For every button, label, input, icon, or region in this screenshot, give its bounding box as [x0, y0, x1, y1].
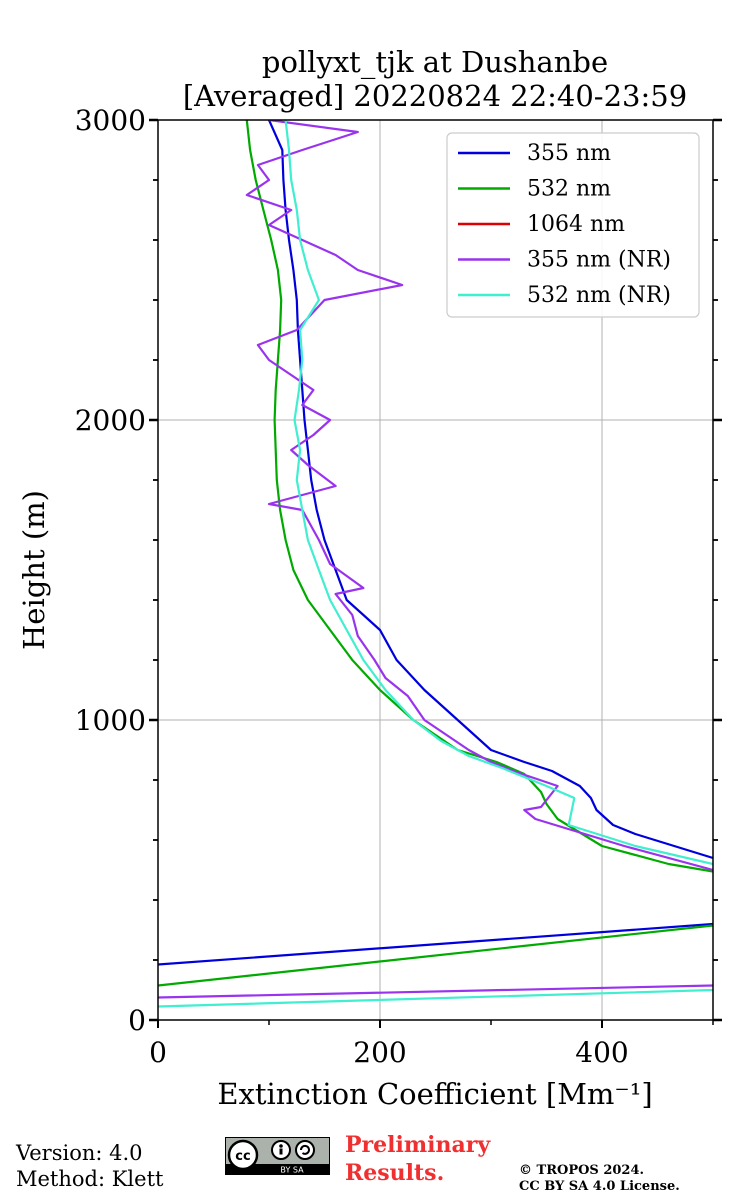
- axis-ticks: [149, 118, 722, 1028]
- method-text: Method: Klett: [16, 1167, 164, 1191]
- legend-label: 1064 nm: [527, 212, 625, 237]
- legend-label: 355 nm: [527, 141, 611, 166]
- y-axis-label: Height (m): [17, 490, 51, 650]
- preliminary-notice: Preliminary Results.: [345, 1131, 490, 1187]
- legend-box: [446, 132, 700, 318]
- copyright-line1: © TROPOS 2024.: [519, 1163, 645, 1178]
- chart-subtitle: [Averaged] 20220824 22:40-23:59: [183, 79, 687, 113]
- x-tick-label: 400: [575, 1036, 628, 1069]
- series-line-532-nm: [158, 120, 713, 987]
- svg-text:cc: cc: [235, 1149, 250, 1164]
- y-tick-label: 3000: [75, 104, 146, 137]
- legend-label: 532 nm: [527, 177, 611, 202]
- y-tick-label: 2000: [75, 404, 146, 437]
- y-tick-label: 0: [128, 1004, 146, 1037]
- version-text: Version: 4.0: [16, 1141, 143, 1165]
- series-line-532-nm-nr-: [158, 120, 713, 1008]
- x-axis-label: Extinction Coefficient [Mm⁻¹]: [217, 1077, 652, 1111]
- x-tick-label: 200: [353, 1036, 406, 1069]
- series-lines: [158, 120, 713, 1008]
- cc-license-badge: cc BY SA: [225, 1137, 330, 1175]
- cc-icon: [227, 1139, 259, 1171]
- series-line-355-nm-nr-: [158, 120, 713, 999]
- version-info: Version: 4.0 Method: Klett: [16, 1140, 163, 1192]
- legend: 355 nm 532 nm 1064 nm 355 nm (NR) 532 nm (NR…: [446, 132, 700, 318]
- cc-badge-text: BY SA: [280, 1166, 304, 1175]
- chart-title: pollyxt_tjk at Dushanbe: [262, 45, 608, 80]
- copyright-notice: © TROPOS 2024. CC BY SA 4.0 License.: [519, 1163, 680, 1195]
- copyright-line2: CC BY SA 4.0 License.: [519, 1179, 680, 1194]
- preliminary-line2: Results.: [345, 1160, 445, 1186]
- tick-labels: 0 200 400 0 1000 2000 3000: [75, 104, 629, 1069]
- legend-label: 532 nm (NR): [527, 283, 671, 308]
- x-tick-label: 0: [149, 1036, 167, 1069]
- legend-label: 355 nm (NR): [527, 248, 671, 273]
- sa-icon: [295, 1140, 315, 1160]
- preliminary-line1: Preliminary: [345, 1132, 491, 1158]
- series-line-355-nm: [158, 120, 713, 966]
- y-tick-label: 1000: [75, 704, 146, 737]
- plot-frame: [157, 119, 714, 1021]
